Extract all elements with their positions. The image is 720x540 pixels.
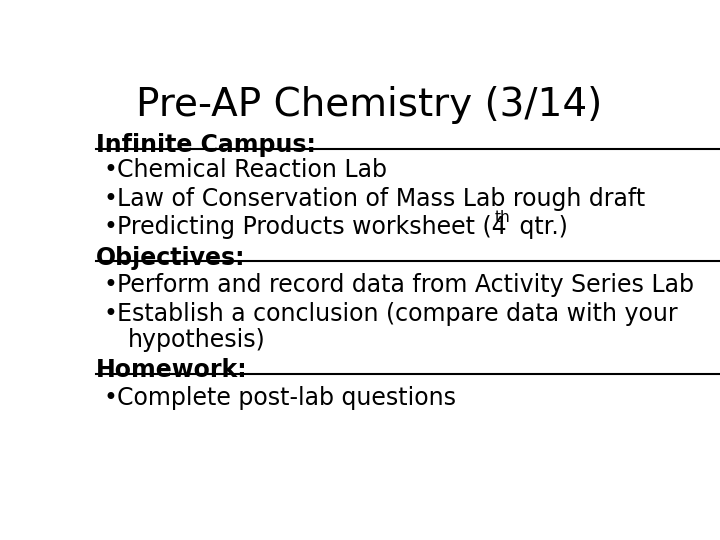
Text: th: th <box>495 210 511 225</box>
Text: hypothesis): hypothesis) <box>128 328 266 352</box>
Text: qtr.): qtr.) <box>513 215 568 239</box>
Text: •: • <box>104 158 118 183</box>
Text: •: • <box>104 215 118 239</box>
Text: •: • <box>104 187 118 212</box>
Text: Perform and record data from Activity Series Lab: Perform and record data from Activity Se… <box>117 273 694 296</box>
Text: Infinite Campus:: Infinite Campus: <box>96 133 315 157</box>
Text: Predicting Products worksheet (4: Predicting Products worksheet (4 <box>117 215 506 239</box>
Text: Chemical Reaction Lab: Chemical Reaction Lab <box>117 158 387 183</box>
Text: Establish a conclusion (compare data with your: Establish a conclusion (compare data wit… <box>117 302 678 326</box>
Text: Complete post-lab questions: Complete post-lab questions <box>117 386 456 410</box>
Text: •: • <box>104 386 118 410</box>
Text: Homework:: Homework: <box>96 358 247 382</box>
Text: Law of Conservation of Mass Lab rough draft: Law of Conservation of Mass Lab rough dr… <box>117 187 645 212</box>
Text: Objectives:: Objectives: <box>96 246 245 269</box>
Text: •: • <box>104 302 118 326</box>
Text: Pre-AP Chemistry (3/14): Pre-AP Chemistry (3/14) <box>136 85 602 124</box>
Text: •: • <box>104 273 118 296</box>
